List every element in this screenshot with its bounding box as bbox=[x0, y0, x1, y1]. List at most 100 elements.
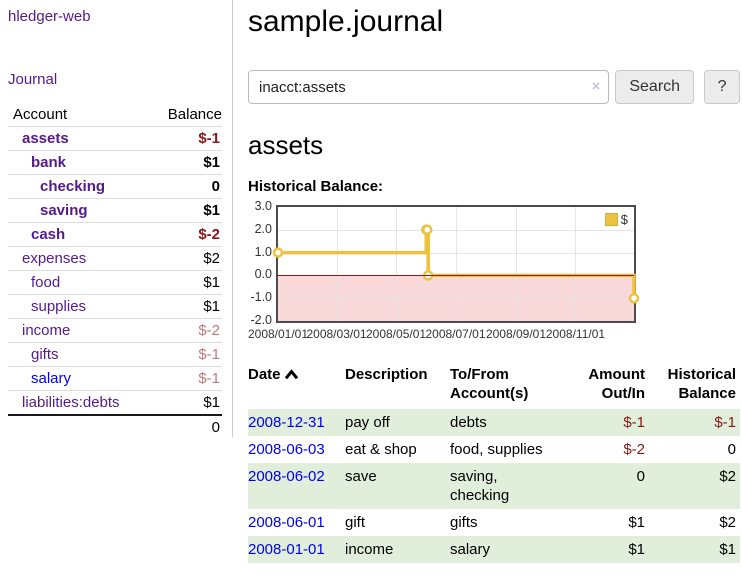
transaction-description: gift bbox=[345, 514, 366, 531]
account-row: saving $1 bbox=[8, 198, 222, 223]
transaction-amount: $-2 bbox=[623, 441, 645, 458]
transaction-accounts: gifts bbox=[450, 514, 478, 531]
sidebar: hledger-web Journal Account Balance asse… bbox=[0, 0, 233, 437]
transaction-description: save bbox=[345, 468, 377, 485]
transaction-accounts: saving, checking bbox=[450, 468, 510, 504]
account-row: liabilities:debts $1 bbox=[8, 390, 222, 416]
account-link-bank[interactable]: bank bbox=[31, 154, 67, 171]
search-button[interactable]: Search bbox=[615, 70, 695, 104]
account-link-checking[interactable]: checking bbox=[40, 178, 106, 195]
historical-balance-chart: 3.0 2.0 1.0 0.0 -1.0 -2.0 $ 2008/01/01 2008/03… bbox=[247, 199, 740, 341]
register-row: 2008-06-01 gift gifts $1 $2 bbox=[248, 509, 740, 536]
register-row: 2008-06-02 save saving, checking 0 $2 bbox=[248, 463, 740, 509]
account-link-supplies[interactable]: supplies bbox=[31, 298, 87, 315]
account-row: gifts $-1 bbox=[8, 342, 222, 367]
transaction-description: income bbox=[345, 541, 394, 558]
app-title-link[interactable]: hledger-web bbox=[8, 8, 91, 25]
account-link-assets[interactable]: assets bbox=[22, 130, 69, 147]
clear-search-icon[interactable]: × bbox=[591, 78, 601, 95]
account-balance: $1 bbox=[203, 394, 220, 411]
sort-ascending-icon bbox=[284, 365, 298, 384]
account-balance: $-1 bbox=[198, 370, 220, 387]
x-tick-label: 2008/07/01 bbox=[425, 327, 486, 341]
x-tick-label: 2008/09/01 bbox=[485, 327, 546, 341]
account-row: salary $-1 bbox=[8, 366, 222, 391]
transaction-date-link[interactable]: 2008-06-01 bbox=[248, 514, 325, 531]
y-tick-label: 1.0 bbox=[254, 244, 272, 259]
transaction-date-link[interactable]: 2008-12-31 bbox=[248, 414, 325, 431]
register-row: 2008-06-03 eat & shop food, supplies $-2… bbox=[248, 436, 740, 463]
account-balance: $1 bbox=[203, 274, 220, 291]
column-header-description: Description bbox=[345, 366, 428, 383]
account-balance: $-2 bbox=[198, 322, 220, 339]
register-header-row: Date Description To/From Account(s) Amou… bbox=[248, 363, 740, 409]
account-link-liabilities-debts[interactable]: liabilities:debts bbox=[22, 394, 120, 411]
chart-legend: $ bbox=[602, 211, 630, 228]
account-row: food $1 bbox=[8, 270, 222, 295]
account-link-income[interactable]: income bbox=[22, 322, 71, 339]
account-balance: $1 bbox=[203, 202, 220, 219]
column-header-balance: Historical Balance bbox=[667, 366, 736, 402]
transaction-accounts: debts bbox=[450, 414, 487, 431]
accounts-total: 0 bbox=[211, 419, 220, 436]
column-header-date[interactable]: Date bbox=[248, 363, 345, 409]
accounts-header-account: Account bbox=[13, 106, 68, 123]
account-link-saving[interactable]: saving bbox=[40, 202, 88, 219]
transaction-accounts: food, supplies bbox=[450, 441, 543, 458]
account-row: expenses $2 bbox=[8, 246, 222, 271]
chart-plot: $ bbox=[272, 205, 640, 323]
account-balance: $2 bbox=[203, 250, 220, 267]
chart-label: Historical Balance: bbox=[248, 178, 384, 195]
column-header-amount: Amount Out/In bbox=[588, 366, 645, 402]
transaction-balance: 0 bbox=[727, 441, 736, 458]
account-link-gifts[interactable]: gifts bbox=[31, 346, 59, 363]
account-row: income $-2 bbox=[8, 318, 222, 343]
legend-label: $ bbox=[620, 212, 628, 227]
y-tick-label: -2.0 bbox=[250, 313, 272, 327]
transaction-balance: $-1 bbox=[714, 414, 736, 431]
search-input[interactable] bbox=[248, 70, 610, 104]
account-balance: $-2 bbox=[198, 226, 220, 243]
transaction-description: eat & shop bbox=[345, 441, 417, 458]
y-tick-label: -1.0 bbox=[250, 290, 272, 305]
x-tick-label: 2008/03/01 bbox=[306, 327, 367, 341]
x-tick-label: 2008/01/01 bbox=[247, 327, 309, 341]
accounts-table: Account Balance assets $-1 bank $1 checkin… bbox=[8, 103, 222, 439]
transaction-balance: $2 bbox=[719, 514, 736, 531]
transaction-amount: $-1 bbox=[623, 414, 645, 431]
transaction-description: pay off bbox=[345, 414, 390, 431]
transaction-amount: $1 bbox=[628, 541, 645, 558]
transaction-date-link[interactable]: 2008-06-02 bbox=[248, 468, 325, 485]
accounts-header-balance: Balance bbox=[167, 106, 222, 123]
account-row: checking 0 bbox=[8, 174, 222, 199]
account-balance: 0 bbox=[211, 178, 220, 195]
transaction-amount: $1 bbox=[628, 514, 645, 531]
account-row: supplies $1 bbox=[8, 294, 222, 319]
account-balance: $1 bbox=[203, 298, 220, 315]
account-row: bank $1 bbox=[8, 150, 222, 175]
transaction-balance: $2 bbox=[719, 468, 736, 485]
y-tick-label: 2.0 bbox=[254, 221, 272, 236]
account-link-food[interactable]: food bbox=[31, 274, 61, 291]
account-row: cash $-2 bbox=[8, 222, 222, 247]
main-content: sample.journal × Search ? assets Histori… bbox=[248, 0, 740, 563]
transaction-accounts: salary bbox=[450, 541, 491, 558]
register-table: Date Description To/From Account(s) Amou… bbox=[248, 363, 740, 563]
legend-swatch bbox=[604, 213, 618, 226]
transaction-date-link[interactable]: 2008-01-01 bbox=[248, 541, 325, 558]
account-title: assets bbox=[248, 130, 324, 160]
account-balance: $-1 bbox=[198, 130, 220, 147]
register-row: 2008-12-31 pay off debts $-1 $-1 bbox=[248, 409, 740, 436]
transaction-date-link[interactable]: 2008-06-03 bbox=[248, 441, 325, 458]
help-button[interactable]: ? bbox=[704, 70, 740, 104]
account-link-cash[interactable]: cash bbox=[31, 226, 66, 243]
account-link-salary[interactable]: salary bbox=[31, 370, 72, 387]
register-row: 2008-01-01 income salary $1 $1 bbox=[248, 536, 740, 563]
search-form: × Search ? bbox=[248, 70, 740, 104]
account-balance: $1 bbox=[203, 154, 220, 171]
sidebar-item-journal[interactable]: Journal bbox=[8, 71, 58, 88]
account-link-expenses[interactable]: expenses bbox=[22, 250, 87, 267]
x-tick-label: 2008/05/01 bbox=[365, 327, 427, 341]
page-title: sample.journal bbox=[248, 5, 444, 38]
x-tick-label: 2008/11/01 bbox=[545, 327, 606, 341]
